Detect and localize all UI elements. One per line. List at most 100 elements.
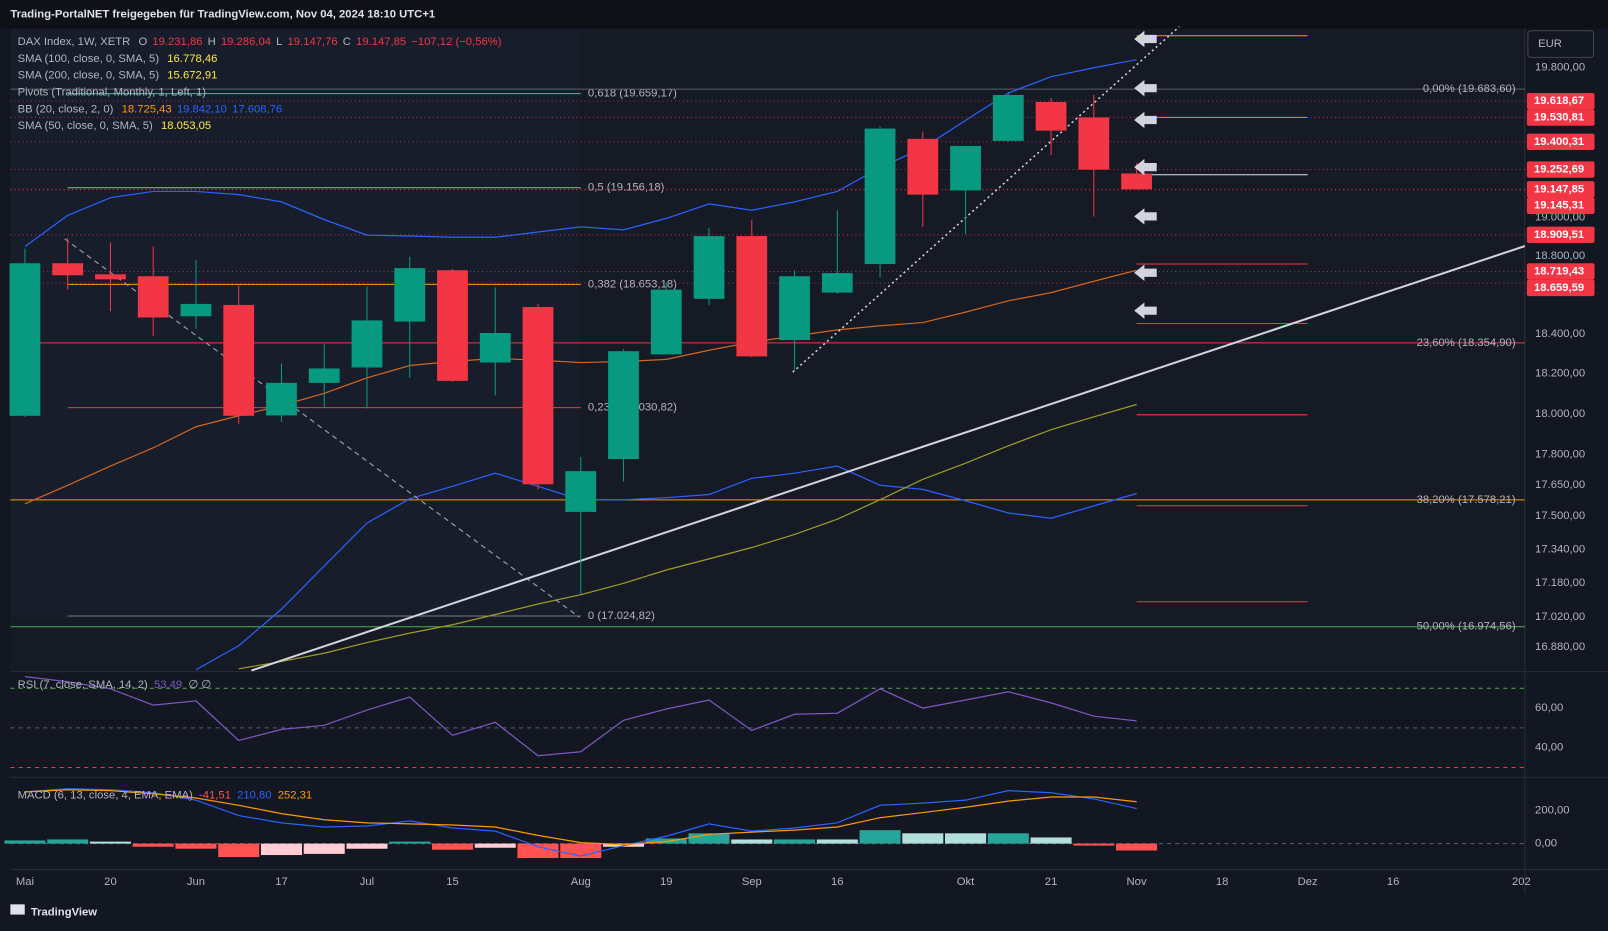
candle-body [693,236,725,299]
header-bar [0,0,1608,29]
candle-body [1035,102,1067,131]
rsi-legend: RSI (7, close, SMA, 14, 2) 53,49 ∅ ∅ [18,679,212,691]
candle-body [650,289,682,355]
x-tick-label: 17 [275,876,288,888]
fib-label: 0,5 (19.156,18) [588,182,665,194]
legend-value: 19.147,76 [288,36,338,48]
macd-histogram-bar [517,843,559,859]
price-tag [1526,133,1595,150]
y-tick-label: 17.500,00 [1535,510,1585,522]
pivot-label: 0,00% (19.683,60) [1423,83,1516,95]
legend-entry: DAX Index, 1W, XETR O 19.231,86 H 19.286,04 L… [18,36,502,48]
legend-value: 19.231,86 [152,36,202,48]
trend-line-dotted [792,26,1180,373]
rsi-legend-value: ∅ ∅ [188,679,211,691]
macd-histogram-bar [945,833,987,844]
macd-histogram-bar [89,841,131,844]
legend-value: L [276,36,282,48]
y-tick-label: 18.000,00 [1535,408,1585,420]
indicator-line [195,465,1137,671]
candle-body [180,303,212,317]
fib-label: 0 (17.024,82) [588,610,655,622]
arrows [1134,30,1157,319]
price-tag-label: 19.252,69 [1534,164,1584,176]
x-tick-label: Sep [742,876,762,888]
candle-body [1121,173,1152,190]
legend-value: 19.147,85 [356,36,406,48]
rsi-tick-label: 40,00 [1535,742,1563,754]
candle-body [1078,117,1110,170]
macd-histogram-bar [431,843,474,850]
candle-body [351,320,383,368]
price-tags: 19.618,67 19.530,81 19.400,31 19.252,69 19.1… [1526,92,1595,297]
macd-histogram-bar [987,833,1029,844]
x-tick-label: Dez [1298,876,1318,888]
price-tag-label: 19.400,31 [1534,136,1584,148]
x-tick-label: 19 [660,876,673,888]
legend-value: H [208,36,216,48]
legend-value: 17.608,76 [232,103,282,115]
price-tag-label: 19.530,81 [1534,112,1584,124]
macd-histogram-bar [4,840,46,844]
macd-histogram-bar [688,833,730,844]
main-pane [10,28,1525,671]
y-tick-label: 18.800,00 [1535,250,1585,262]
legend-entry: Pivots (Traditional, Monthly, 1, Left, 1… [18,86,207,98]
x-tick-label: 21 [1045,876,1058,888]
macd-histogram-bar [1030,837,1072,844]
legend-value: 15.672,91 [167,70,217,82]
signal-line [24,789,1137,846]
macd-histogram-bar [47,839,89,844]
legend-value: 18.725,43 [122,103,172,115]
candle-body [95,274,126,280]
macd-legend-value: -41,51 [199,790,231,802]
y-tick-label: 17.650,00 [1535,479,1585,491]
legend-value: 16.778,46 [167,53,217,65]
legend-entry: SMA (50, close, 0, SMA, 5) 18.053,05 [18,120,212,132]
fib-label: 0,618 (19.659,17) [588,88,677,100]
y-tick-label: 18.200,00 [1535,368,1585,380]
x-tick-label: 20 [104,876,117,888]
rsi-line [24,676,1137,757]
x-tick-label: Mai [16,876,34,888]
legend-label: Pivots (Traditional, Monthly, 1, Left, 1… [18,86,207,98]
macd-legend-value: 210,80 [237,790,271,802]
fib-label: 0,382 (18.653,18) [588,278,677,290]
legend-entry: SMA (100, close, 0, SMA, 5) 16.778,46 [18,53,218,65]
rsi-legend-label: RSI (7, close, SMA, 14, 2) [18,679,148,691]
legend-label: SMA (200, close, 0, SMA, 5) [18,70,160,82]
candle-body [52,263,84,276]
x-tick-label: 18 [1216,876,1229,888]
candle-body [9,263,41,416]
price-tag-label: 19.145,31 [1534,200,1584,212]
currency-box[interactable] [1527,30,1595,58]
candle-body [821,273,853,293]
fib-zone [10,28,580,619]
macd-histogram-bar [132,843,174,847]
legend-value: 18.053,05 [161,120,211,132]
price-tag-label: 18.909,51 [1534,229,1584,241]
candle-body [779,276,810,341]
arrow [1134,158,1157,176]
price-tag [1526,197,1595,214]
rsi-legend-value: 53,49 [154,679,182,691]
candle-body [308,368,340,383]
candle-body [608,351,639,460]
price-tag-label: 19.618,67 [1534,95,1584,107]
footer-brand: TradingView [31,907,97,919]
header-title: Trading-PortalNET freigegeben für Tradin… [10,8,435,20]
pivot-label: 50,00% (16.974,56) [1417,621,1516,633]
macd-histogram-bar [218,843,260,858]
candle-body [992,94,1024,141]
candles-layer [9,92,1152,594]
macd-histogram-bar [175,843,217,849]
candle-body [394,268,426,322]
legend-value: 19.286,04 [221,36,271,48]
price-tag [1526,109,1595,126]
x-tick-label: Jul [360,876,374,888]
macd-histogram-bar [731,839,773,844]
y-tick-label: 19.800,00 [1535,62,1585,74]
candle-body [479,333,511,363]
